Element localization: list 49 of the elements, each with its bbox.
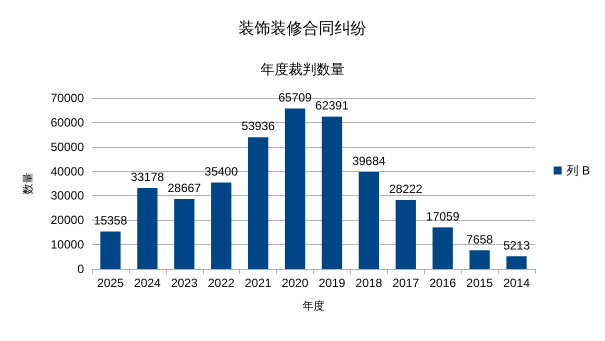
data-label: 53936 [241, 119, 276, 134]
chart-subtitle: 年度裁判数量 [260, 61, 344, 77]
data-label: 15358 [94, 213, 128, 228]
bar [469, 250, 490, 269]
x-tick-label: 2018 [356, 276, 383, 290]
bar [284, 108, 306, 269]
chart-title: 装饰装修合同纠纷 [238, 20, 366, 38]
y-tick-label: 50000 [50, 140, 84, 154]
x-axis-title: 年度 [302, 300, 324, 312]
y-tick-label: 30000 [50, 188, 84, 203]
x-tick-label: 2021 [244, 276, 272, 290]
bar [396, 200, 416, 269]
bar [322, 116, 342, 269]
y-tick-label: 20000 [50, 213, 84, 228]
bar [100, 231, 121, 269]
x-tick-label: 2025 [97, 276, 124, 290]
x-tick-label: 2017 [392, 276, 420, 290]
y-tick-label: 40000 [50, 164, 84, 178]
bar [137, 188, 158, 269]
x-tick-label: 2015 [466, 276, 494, 290]
x-tick-label: 2019 [318, 276, 346, 290]
data-label: 5213 [503, 238, 530, 252]
bar [211, 182, 232, 269]
y-tick-label: 10000 [50, 238, 84, 252]
legend-label: 列 B [566, 164, 590, 178]
x-tick-label: 2020 [282, 276, 309, 290]
y-tick-label: 0 [77, 262, 84, 276]
x-tick-label: 2022 [208, 276, 235, 290]
x-tick-label: 2023 [170, 276, 198, 290]
data-label: 35400 [204, 164, 238, 179]
bar [174, 198, 194, 269]
data-label: 28222 [389, 182, 423, 196]
bar [432, 227, 453, 269]
y-axis-title: 数量 [22, 172, 34, 194]
bar [358, 172, 380, 269]
data-label: 65709 [278, 90, 312, 104]
x-tick-label: 2014 [503, 276, 530, 290]
data-label: 39684 [352, 154, 386, 168]
data-label: 33178 [130, 170, 164, 184]
x-tick-label: 2024 [134, 276, 162, 290]
bar [248, 137, 268, 269]
data-label: 7658 [466, 232, 494, 246]
x-tick-label: 2016 [429, 276, 456, 290]
y-tick-label: 70000 [50, 91, 84, 105]
data-label: 17059 [426, 209, 460, 224]
data-label: 28667 [168, 180, 202, 195]
bar [506, 256, 527, 269]
data-label: 62391 [315, 98, 349, 113]
y-tick-label: 60000 [50, 115, 84, 130]
